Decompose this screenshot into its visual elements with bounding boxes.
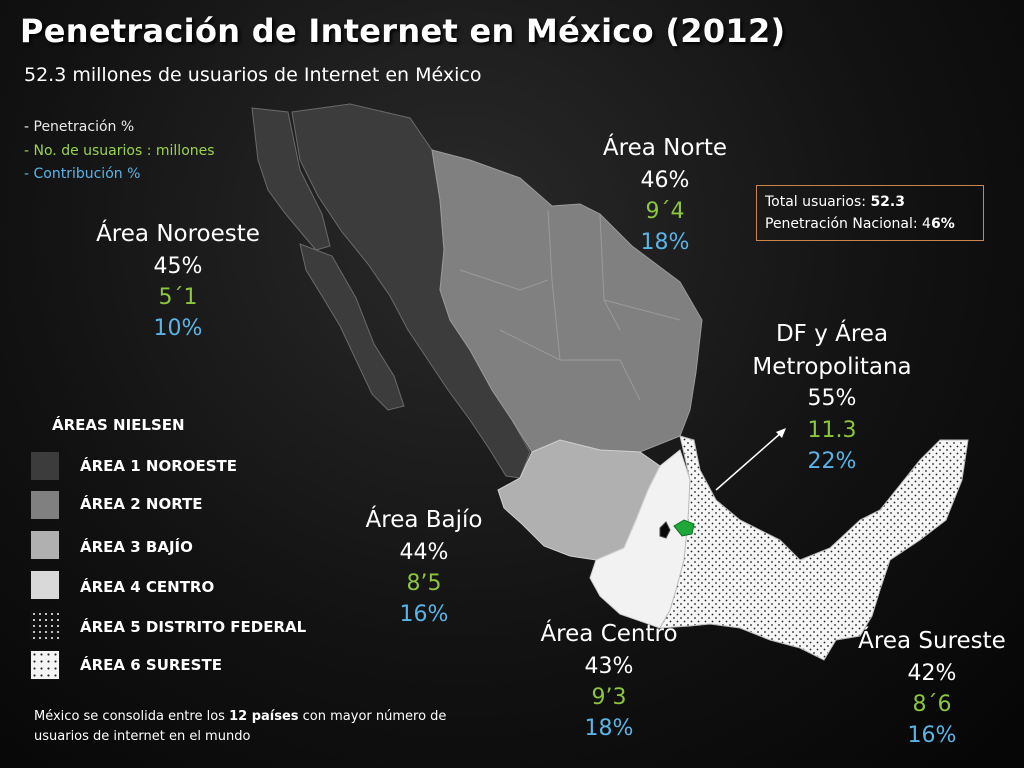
footer-post: con mayor número de usuarios de internet… xyxy=(34,709,447,744)
region-users: 8´6 xyxy=(912,691,952,717)
key-penetration: - Penetración % xyxy=(24,119,135,135)
region-contribution: 16% xyxy=(399,602,449,628)
legend-label-df: ÁREA 5 DISTRITO FEDERAL xyxy=(80,618,307,636)
region-name-line1: DF y Área xyxy=(775,321,889,347)
footer-bold: 12 países xyxy=(229,709,299,724)
map-region-norte xyxy=(431,149,703,453)
region-penetration: 43% xyxy=(584,653,634,679)
national-penetration-line: Penetración Nacional: 46% xyxy=(765,214,975,236)
region-name-line2: Metropolitana xyxy=(752,353,912,380)
legend-swatch-norte xyxy=(30,490,60,520)
region-penetration: 45% xyxy=(153,253,203,279)
national-total-box: Total usuarios: 52.3 Penetración Naciona… xyxy=(756,185,984,241)
df-pointer-arrowhead xyxy=(776,428,786,438)
legend-swatch-sureste xyxy=(30,650,60,680)
region-users: 5´1 xyxy=(158,284,198,310)
map-state-borders-norte xyxy=(459,209,681,401)
region-label-bajio: Área Bajío 44% 8’5 16% xyxy=(356,504,492,630)
map-region-edomex xyxy=(673,519,695,537)
region-contribution: 18% xyxy=(584,716,634,742)
region-contribution: 10% xyxy=(153,316,203,342)
total-users-label: Total usuarios: xyxy=(765,194,871,210)
page-subtitle: 52.3 millones de usuarios de Internet en… xyxy=(24,64,482,86)
national-penetration-value: 6% xyxy=(930,215,955,232)
legend-swatch-centro xyxy=(30,570,60,600)
national-penetration-label: Penetración Nacional: 4 xyxy=(765,215,931,232)
legend-label-sureste: ÁREA 6 SURESTE xyxy=(80,656,222,674)
legend-swatch-noroeste xyxy=(30,451,60,481)
legend-label-noroeste: ÁREA 1 NOROESTE xyxy=(80,457,238,475)
region-users: 8’5 xyxy=(406,570,442,596)
region-name: Área Bajío xyxy=(365,507,483,533)
legend-label-bajio: ÁREA 3 BAJÍO xyxy=(80,538,193,556)
region-contribution: 18% xyxy=(640,230,690,256)
region-penetration: 42% xyxy=(907,660,957,686)
legend-label-centro: ÁREA 4 CENTRO xyxy=(80,578,215,596)
region-label-centro: Área Centro 43% 9’3 18% xyxy=(532,618,686,744)
region-name: Área Sureste xyxy=(858,628,1006,654)
region-name: Área Norte xyxy=(602,135,728,161)
region-users: 11.3 xyxy=(807,417,857,443)
footer-pre: México se consolida entre los xyxy=(34,709,230,724)
legend-title: ÁREAS NIELSEN xyxy=(52,416,185,434)
legend-label-norte: ÁREA 2 NORTE xyxy=(80,495,203,513)
region-contribution: 22% xyxy=(807,448,857,474)
footer-note: México se consolida entre los 12 países … xyxy=(34,707,464,746)
key-contribution: - Contribución % xyxy=(24,166,141,182)
region-penetration: 44% xyxy=(399,539,449,565)
total-users-line: Total usuarios: 52.3 xyxy=(765,192,975,214)
region-penetration: 55% xyxy=(807,386,857,412)
region-name: Área Noroeste xyxy=(96,221,260,247)
key-users: - No. de usuarios : millones xyxy=(24,143,215,159)
legend-swatch-bajio xyxy=(30,530,60,560)
map-region-noroeste-baja xyxy=(251,107,405,411)
page-title: Penetración de Internet en México (2012) xyxy=(20,12,786,50)
region-contribution: 16% xyxy=(907,723,957,749)
legend-swatch-df xyxy=(30,610,60,640)
region-label-norte: Área Norte 46% 9´4 18% xyxy=(600,132,730,258)
region-name: Área Centro xyxy=(540,621,678,647)
region-users: 9´4 xyxy=(645,198,685,224)
map-region-sureste xyxy=(659,435,969,661)
total-users-value: 52.3 xyxy=(870,194,905,210)
region-penetration: 46% xyxy=(640,167,690,193)
map-region-df xyxy=(659,521,671,539)
region-users: 9’3 xyxy=(591,684,627,710)
region-label-noroeste: Área Noroeste 45% 5´1 10% xyxy=(86,218,270,344)
region-label-df: DF y Área Metropolitana 55% 11.3 22% xyxy=(742,318,922,477)
df-pointer-arrow xyxy=(715,431,783,491)
region-label-sureste: Área Sureste 42% 8´6 16% xyxy=(852,625,1012,751)
